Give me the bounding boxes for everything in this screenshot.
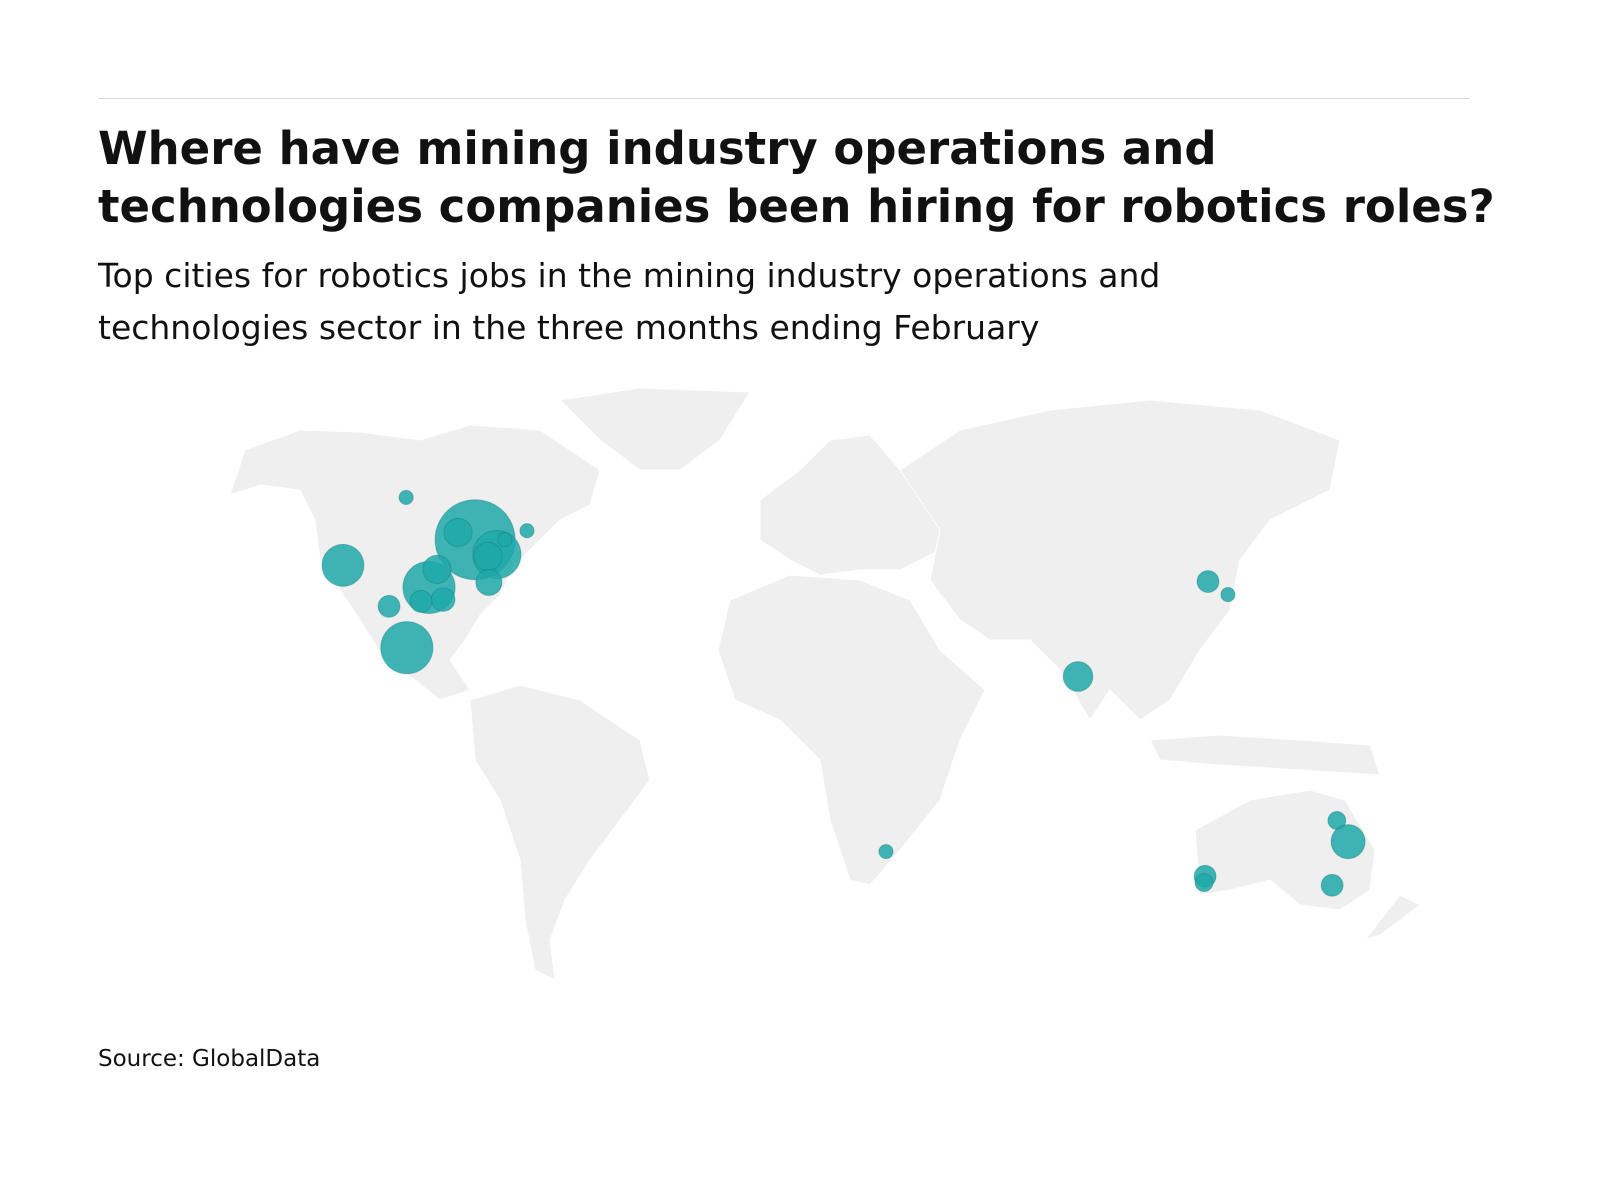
- city-bubble: [497, 532, 513, 548]
- city-bubble: [377, 594, 401, 618]
- land-asia: [899, 399, 1341, 721]
- city-bubble: [1330, 824, 1366, 860]
- land-new-zealand: [1363, 894, 1421, 941]
- land-africa: [717, 574, 986, 886]
- city-bubble: [1196, 570, 1220, 594]
- chart-subtitle: Top cities for robotics jobs in the mini…: [98, 256, 1161, 347]
- source-note: Source: GlobalData: [98, 1046, 321, 1072]
- city-bubble: [1062, 661, 1094, 692]
- top-rule: [98, 98, 1470, 99]
- land-greenland: [558, 387, 751, 471]
- land-north-america: [229, 424, 601, 701]
- city-bubble: [475, 568, 503, 596]
- bubbles: [321, 489, 1366, 897]
- city-bubble: [321, 543, 365, 587]
- city-bubble: [1320, 873, 1344, 897]
- city-bubble: [380, 621, 434, 675]
- city-bubble: [422, 554, 452, 585]
- city-bubble: [398, 489, 414, 505]
- city-bubble: [430, 587, 456, 612]
- land-europe: [759, 434, 941, 576]
- city-bubble: [1220, 587, 1236, 603]
- land-south-america: [469, 684, 651, 981]
- city-bubble: [1194, 873, 1214, 893]
- city-bubble: [473, 541, 503, 571]
- city-bubble: [519, 523, 535, 539]
- land-indonesia: [1149, 734, 1381, 776]
- city-bubble: [443, 517, 473, 548]
- city-bubble: [878, 843, 894, 860]
- chart-title: Where have mining industry operations an…: [98, 122, 1495, 233]
- city-bubble: [409, 589, 433, 613]
- land: [229, 387, 1421, 981]
